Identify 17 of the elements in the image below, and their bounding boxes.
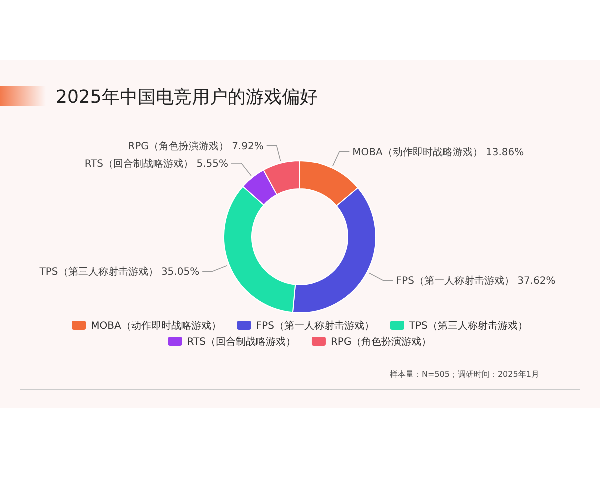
slice-label: MOBA（动作即时战略游戏）: [352, 146, 486, 158]
legend-label: TPS（第三人称射击游戏）: [408, 320, 528, 332]
text: 样本量：N=505；调研时间：2025年1月: [390, 370, 540, 379]
data-label: 5.55%: [196, 158, 228, 170]
data-label: 37.62%: [518, 276, 556, 288]
data-label: 13.86%: [486, 147, 524, 158]
data-label: 35.05%: [161, 267, 200, 278]
slice-label: TPS（第三人称射击游戏）: [38, 266, 162, 278]
slice-label: FPS（第一人称射击游戏）: [396, 275, 518, 288]
slice-label: RTS（回合制战略游戏）: [84, 158, 197, 170]
chart-title: 2025年中国电竞用户的游戏偏好: [56, 87, 318, 108]
legend-label: RTS（回合制战略游戏）: [187, 336, 296, 348]
legend-label: MOBA（动作即时战略游戏）: [91, 320, 222, 332]
legend-label: RPG（角色扮演游戏）: [330, 336, 432, 348]
data-label: 7.92%: [232, 141, 264, 152]
legend-label: FPS（第一人称射击游戏）: [256, 320, 374, 332]
slice-label: RPG（角色扮演游戏）: [128, 140, 232, 152]
